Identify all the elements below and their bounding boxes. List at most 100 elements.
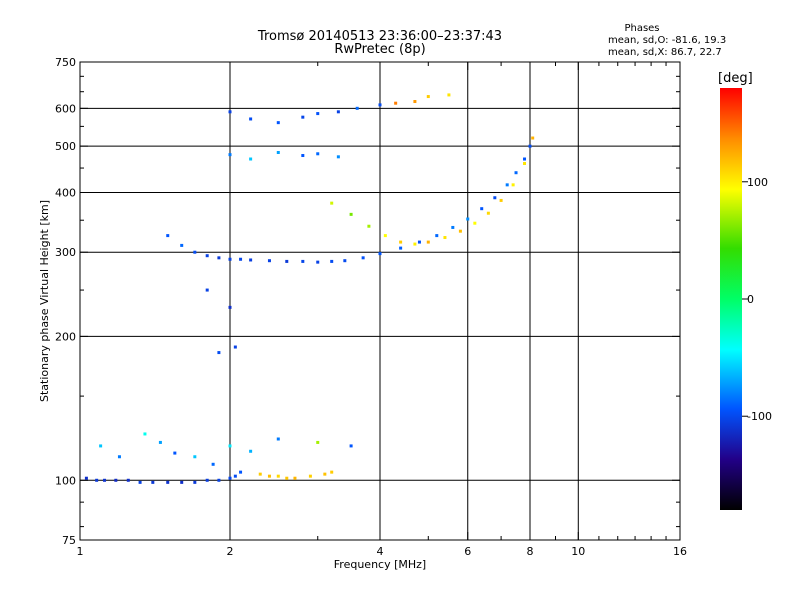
data-point: [301, 154, 305, 158]
data-point: [228, 444, 232, 448]
data-point: [233, 474, 237, 478]
data-point: [158, 440, 162, 444]
y-tick-label: 750: [55, 56, 76, 69]
data-point: [166, 480, 170, 484]
data-point: [117, 455, 121, 459]
data-point: [355, 106, 359, 110]
colorbar: [720, 88, 742, 510]
data-points: [84, 93, 535, 484]
data-point: [426, 240, 430, 244]
data-point: [228, 305, 232, 309]
data-point: [367, 224, 371, 228]
data-point: [417, 240, 421, 244]
data-point: [217, 256, 221, 260]
data-point: [193, 455, 197, 459]
data-point: [267, 259, 271, 263]
data-point: [99, 444, 103, 448]
data-point: [531, 136, 535, 140]
axis-ticks: 1 2 4 6 8 10 16 75 100 200 300 400 500 600 750: [55, 56, 687, 558]
stats-header: Phases: [624, 23, 659, 34]
data-point: [180, 243, 184, 247]
data-point: [138, 480, 142, 484]
data-point: [193, 250, 197, 254]
data-point: [499, 198, 503, 202]
colorbar-tick-label: -100: [747, 410, 772, 423]
data-point: [205, 254, 209, 258]
data-point: [349, 444, 353, 448]
data-point: [330, 201, 334, 205]
y-tick-label: 75: [62, 534, 76, 547]
data-point: [205, 478, 209, 482]
data-point: [193, 480, 197, 484]
data-point: [413, 242, 417, 246]
chart-title: Tromsø 20140513 23:36:00–23:37:43: [257, 29, 502, 44]
data-point: [349, 212, 353, 216]
data-point: [258, 472, 262, 476]
stats-o-mode: mean, sd,O: -81.6, 19.3: [608, 35, 726, 46]
data-point: [249, 449, 253, 453]
y-tick-label: 200: [55, 330, 76, 343]
data-point: [473, 221, 477, 225]
data-point: [166, 234, 170, 238]
data-point: [285, 476, 289, 480]
data-point: [323, 472, 327, 476]
grid-lines: [80, 62, 680, 540]
y-axis-label: Stationary phase Virtual Height [km]: [38, 200, 51, 402]
chart-subtitle: RwPretec (8p): [334, 42, 425, 57]
x-tick-label: 16: [673, 545, 687, 558]
data-point: [413, 100, 417, 104]
x-tick-label: 8: [527, 545, 534, 558]
data-point: [211, 462, 215, 466]
x-tick-label: 1: [77, 545, 84, 558]
x-tick-label: 2: [227, 545, 234, 558]
data-point: [217, 351, 221, 355]
data-point: [493, 196, 497, 200]
data-point: [239, 470, 243, 474]
data-point: [514, 171, 518, 175]
x-axis-label: Frequency [MHz]: [334, 558, 426, 571]
stats-x-mode: mean, sd,X: 86.7, 22.7: [608, 47, 722, 58]
data-point: [205, 288, 209, 292]
data-point: [378, 103, 382, 107]
y-tick-label: 100: [55, 474, 76, 487]
data-point: [336, 155, 340, 159]
colorbar-label: [deg]: [718, 71, 753, 86]
data-point: [336, 110, 340, 114]
data-point: [383, 234, 387, 238]
y-tick-label: 300: [55, 246, 76, 259]
data-point: [399, 240, 403, 244]
data-point: [239, 257, 243, 261]
data-point: [301, 259, 305, 263]
data-point: [276, 437, 280, 441]
data-point: [233, 345, 237, 349]
data-point: [228, 153, 232, 157]
y-tick-label: 400: [55, 186, 76, 199]
data-point: [528, 144, 532, 148]
data-point: [378, 252, 382, 256]
data-point: [103, 478, 107, 482]
colorbar-tick-label: 0: [747, 293, 754, 306]
data-point: [316, 440, 320, 444]
data-point: [523, 157, 527, 161]
data-point: [330, 470, 334, 474]
data-point: [486, 211, 490, 215]
data-point: [308, 474, 312, 478]
data-point: [361, 256, 365, 260]
data-point: [511, 183, 515, 187]
data-point: [249, 117, 253, 121]
y-tick-label: 600: [55, 102, 76, 115]
data-point: [114, 478, 118, 482]
data-point: [443, 236, 447, 240]
data-point: [126, 478, 130, 482]
data-point: [435, 234, 439, 238]
x-tick-label: 4: [377, 545, 384, 558]
data-point: [523, 161, 527, 165]
data-point: [180, 480, 184, 484]
data-point: [330, 259, 334, 263]
data-point: [394, 101, 398, 105]
data-point: [249, 157, 253, 161]
data-point: [228, 110, 232, 114]
data-point: [293, 476, 297, 480]
data-point: [343, 259, 347, 263]
